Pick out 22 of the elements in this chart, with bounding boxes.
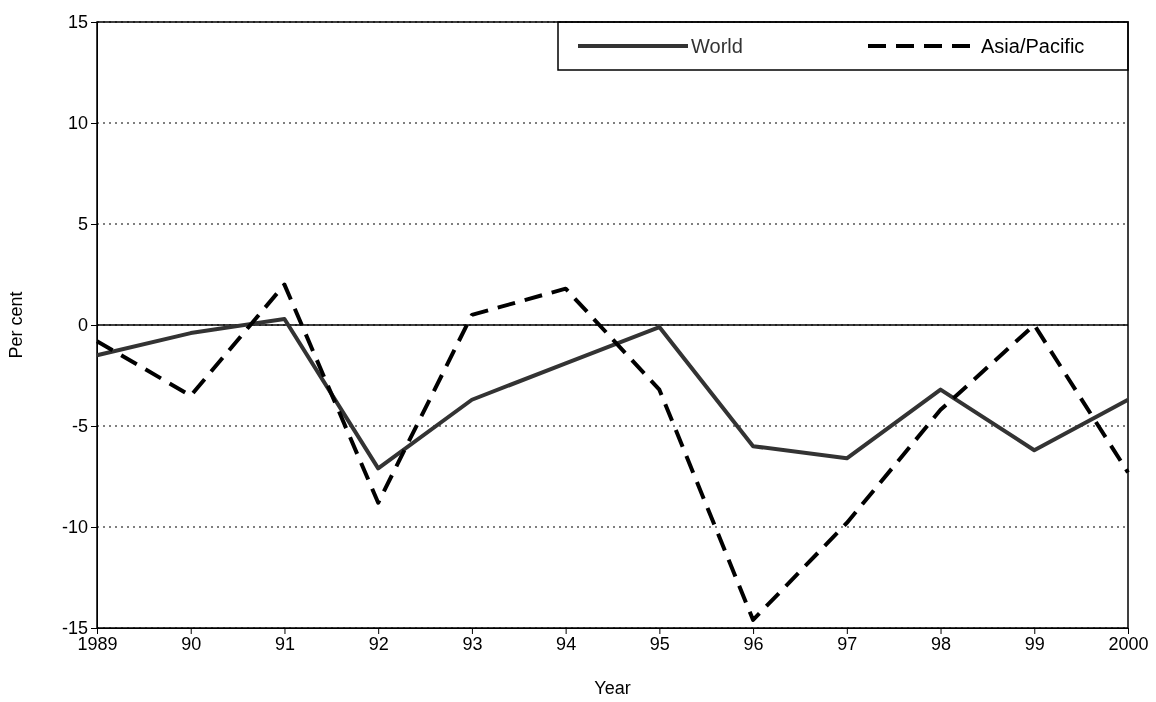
x-tick-label: 98 bbox=[931, 633, 952, 654]
y-axis-title: Per cent bbox=[6, 291, 26, 359]
x-tick-label: 91 bbox=[274, 633, 295, 654]
x-tick-label: 90 bbox=[181, 633, 202, 654]
y-tick-label: -10 bbox=[61, 517, 88, 538]
y-tick-label: 0 bbox=[77, 315, 88, 336]
x-tick-label: 1989 bbox=[77, 633, 118, 654]
text: World bbox=[691, 35, 743, 57]
x-tick-label: 2000 bbox=[1108, 633, 1149, 654]
y-tick-label: -5 bbox=[71, 416, 88, 437]
x-tick-label: 97 bbox=[837, 633, 858, 654]
x-tick-label: 96 bbox=[743, 633, 764, 654]
x-tick-label: 95 bbox=[649, 633, 670, 654]
y-tick-label: 15 bbox=[67, 12, 88, 33]
x-axis-title: Year bbox=[594, 678, 631, 698]
x-tick-label: 99 bbox=[1024, 633, 1045, 654]
x-tick-label: 94 bbox=[556, 633, 577, 654]
y-tick-label: 10 bbox=[67, 113, 88, 134]
x-tick-label: 92 bbox=[368, 633, 389, 654]
y-tick-label: 5 bbox=[77, 214, 88, 235]
text: Asia/Pacific bbox=[981, 35, 1085, 57]
x-tick-label: 93 bbox=[462, 633, 483, 654]
